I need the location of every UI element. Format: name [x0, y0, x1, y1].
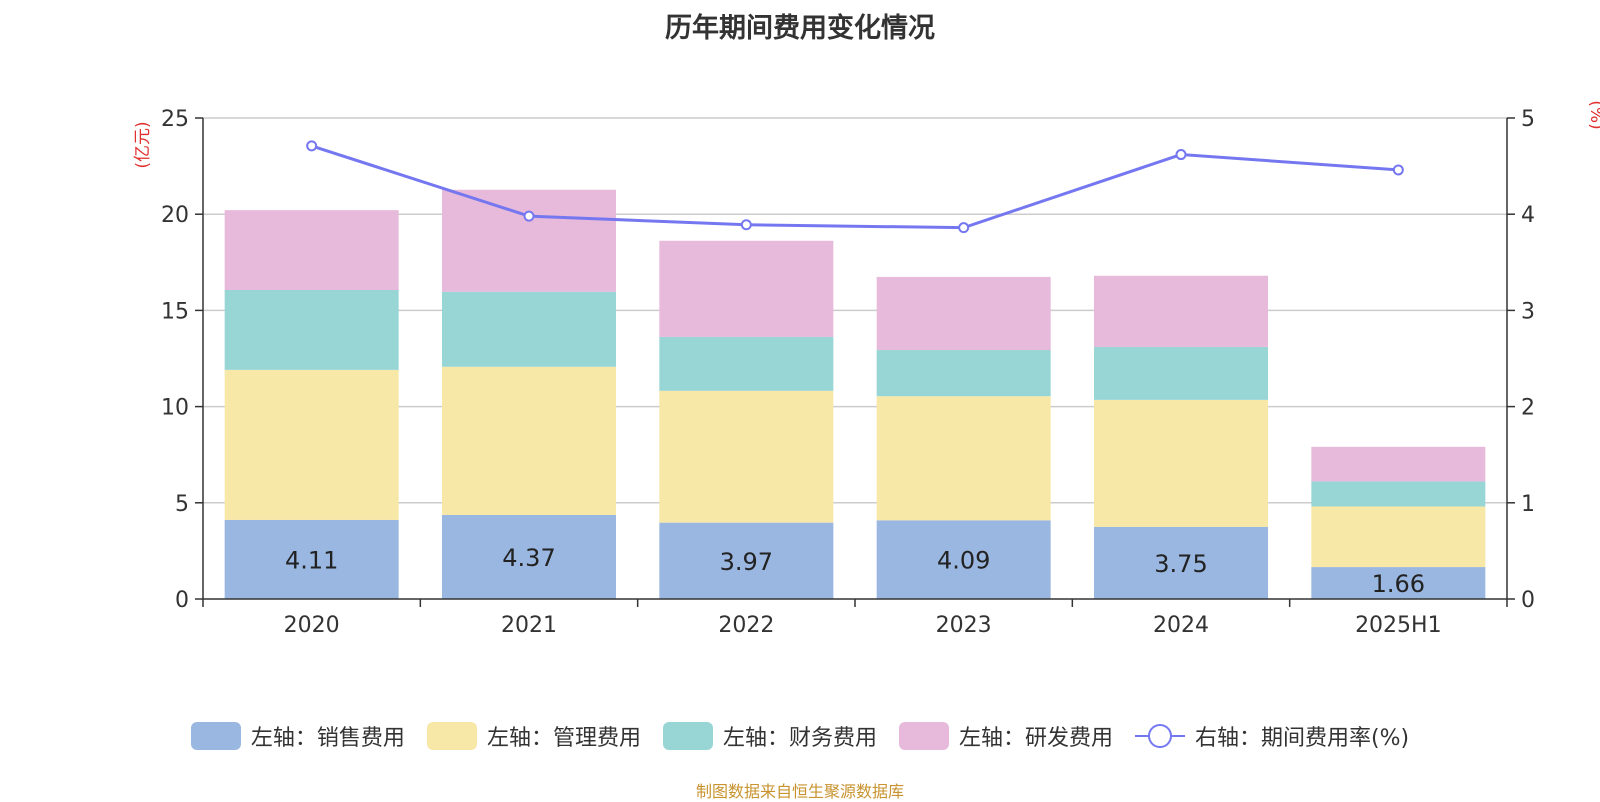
- line-point-expense-ratio: [740, 219, 752, 231]
- y-right-axis-label: (%): [1586, 100, 1600, 129]
- bar-rnd: [442, 189, 616, 292]
- legend-label-rnd: 左轴：研发费用: [958, 726, 1113, 751]
- legend-label-expense-ratio: 右轴：期间费用率(%): [1194, 726, 1410, 751]
- y-left-tick-label: 10: [161, 396, 189, 421]
- legend-label-finance: 左轴：财务费用: [722, 726, 877, 751]
- bar-rnd: [876, 276, 1051, 351]
- x-tick-label: 2025H1: [1355, 613, 1442, 638]
- bar-sales: [1311, 567, 1486, 599]
- x-tick-label: 2020: [284, 613, 340, 638]
- bar-rnd: [1094, 275, 1268, 347]
- bar-sales: [659, 522, 834, 599]
- y-left-tick-label: 5: [175, 492, 189, 517]
- bar-admin: [1094, 399, 1268, 527]
- y-right-tick-label: 5: [1521, 107, 1535, 132]
- line-point-expense-ratio: [1175, 149, 1187, 161]
- y-left-axis-label: (亿元): [133, 121, 153, 168]
- bar-finance: [876, 350, 1051, 397]
- bar-rnd: [1311, 446, 1486, 482]
- bar-data-label: 4.11: [285, 546, 338, 574]
- bar-data-label: 4.37: [502, 544, 555, 572]
- legend-label-sales: 左轴：销售费用: [250, 726, 405, 751]
- legend-item-finance[interactable]: 左轴：财务费用: [662, 720, 877, 752]
- bar-finance: [1094, 346, 1268, 400]
- bar-admin: [659, 390, 834, 523]
- legend-item-sales[interactable]: 左轴：销售费用: [190, 720, 405, 752]
- bar-finance: [1311, 481, 1486, 507]
- legend-swatch-sales: [190, 722, 241, 750]
- y-right-tick-label: 4: [1521, 203, 1535, 228]
- y-left-tick-label: 25: [161, 107, 189, 132]
- line-point-expense-ratio: [523, 210, 535, 222]
- legend-item-rnd[interactable]: 左轴：研发费用: [898, 720, 1113, 752]
- bar-sales: [224, 519, 399, 599]
- y-left-tick-label: 0: [175, 588, 189, 613]
- legend-swatch-expense-ratio: [1134, 722, 1185, 750]
- bar-admin: [224, 369, 399, 520]
- y-right-tick-label: 3: [1521, 299, 1535, 324]
- bar-admin: [442, 366, 616, 515]
- bar-admin: [1311, 506, 1486, 568]
- legend-swatch-rnd: [898, 722, 949, 750]
- line-point-expense-ratio: [1392, 164, 1404, 176]
- chart-legend: 左轴：销售费用 左轴：管理费用 左轴：财务费用 左轴：研发费用 右轴：期间费用率…: [0, 718, 1600, 754]
- bar-admin: [876, 396, 1051, 521]
- x-tick-label: 2021: [501, 613, 557, 638]
- bar-data-label: 4.09: [937, 547, 990, 575]
- y-left-tick-label: 15: [161, 299, 189, 324]
- legend-label-admin: 左轴：管理费用: [486, 726, 641, 751]
- y-right-tick-label: 2: [1521, 396, 1535, 421]
- line-point-expense-ratio: [306, 140, 318, 152]
- y-right-tick-label: 1: [1521, 492, 1535, 517]
- bar-sales: [876, 520, 1051, 599]
- bar-data-label: 3.97: [720, 548, 773, 576]
- legend-item-expense-ratio[interactable]: 右轴：期间费用率(%): [1134, 720, 1410, 752]
- legend-swatch-admin: [426, 722, 477, 750]
- y-left-tick-label: 20: [161, 203, 189, 228]
- bar-sales: [442, 514, 616, 599]
- bar-finance: [659, 336, 834, 391]
- chart-title: 历年期间费用变化情况: [665, 13, 935, 44]
- x-tick-label: 2023: [936, 613, 992, 638]
- bar-data-label: 3.75: [1154, 550, 1207, 578]
- y-right-tick-label: 0: [1521, 588, 1535, 613]
- x-tick-label: 2022: [718, 613, 774, 638]
- line-expense-ratio: [311, 144, 1399, 230]
- bar-rnd: [224, 210, 399, 291]
- bar-finance: [442, 291, 616, 367]
- bar-data-label: 1.66: [1372, 570, 1425, 598]
- legend-item-admin[interactable]: 左轴：管理费用: [426, 720, 641, 752]
- source-note: 制图数据来自恒生聚源数据库: [695, 782, 904, 801]
- legend-swatch-finance: [662, 722, 713, 750]
- bar-sales: [1094, 526, 1268, 599]
- line-point-expense-ratio: [958, 222, 970, 234]
- x-tick-label: 2024: [1153, 613, 1209, 638]
- bar-rnd: [659, 240, 834, 337]
- bar-finance: [224, 290, 399, 370]
